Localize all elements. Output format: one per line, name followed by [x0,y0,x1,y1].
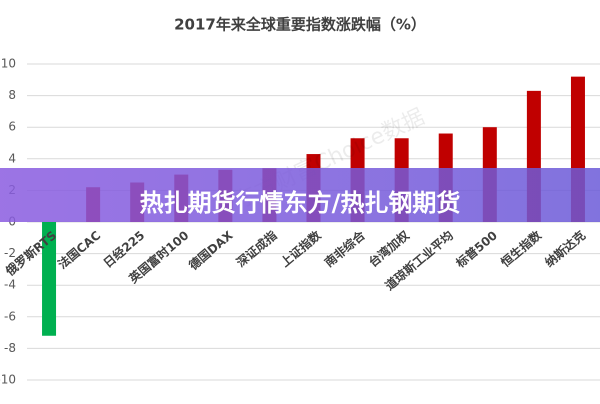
x-tick-label: 德国DAX [186,227,236,273]
y-tick-label: -8 [4,341,16,355]
x-tick-label: 南非综合 [321,227,368,270]
y-tick-label: -4 [4,278,16,292]
y-tick-label: -2 [4,246,16,260]
bar [42,222,57,336]
y-tick-label: 8 [8,88,16,102]
y-tick-label: 10 [1,57,16,71]
x-tick-label: 深证成指 [233,227,279,269]
chart-title: 2017年来全球重要指数涨跌幅（%） [174,16,426,34]
y-tick-label: 6 [8,120,16,134]
y-tick-label: -6 [4,309,16,323]
banner-text: 热扎期货行情东方/热扎钢期货 [140,189,461,217]
x-tick-label: 标普500 [452,227,500,271]
y-tick-label: -10 [0,373,16,387]
x-tick-label: 上证指数 [277,227,324,270]
x-tick-label: 恒生指数 [498,227,545,270]
y-tick-label: 4 [8,151,16,165]
x-tick-label: 法国CAC [55,227,104,271]
banner [0,168,600,222]
x-tick-label: 纳斯达克 [542,227,588,269]
